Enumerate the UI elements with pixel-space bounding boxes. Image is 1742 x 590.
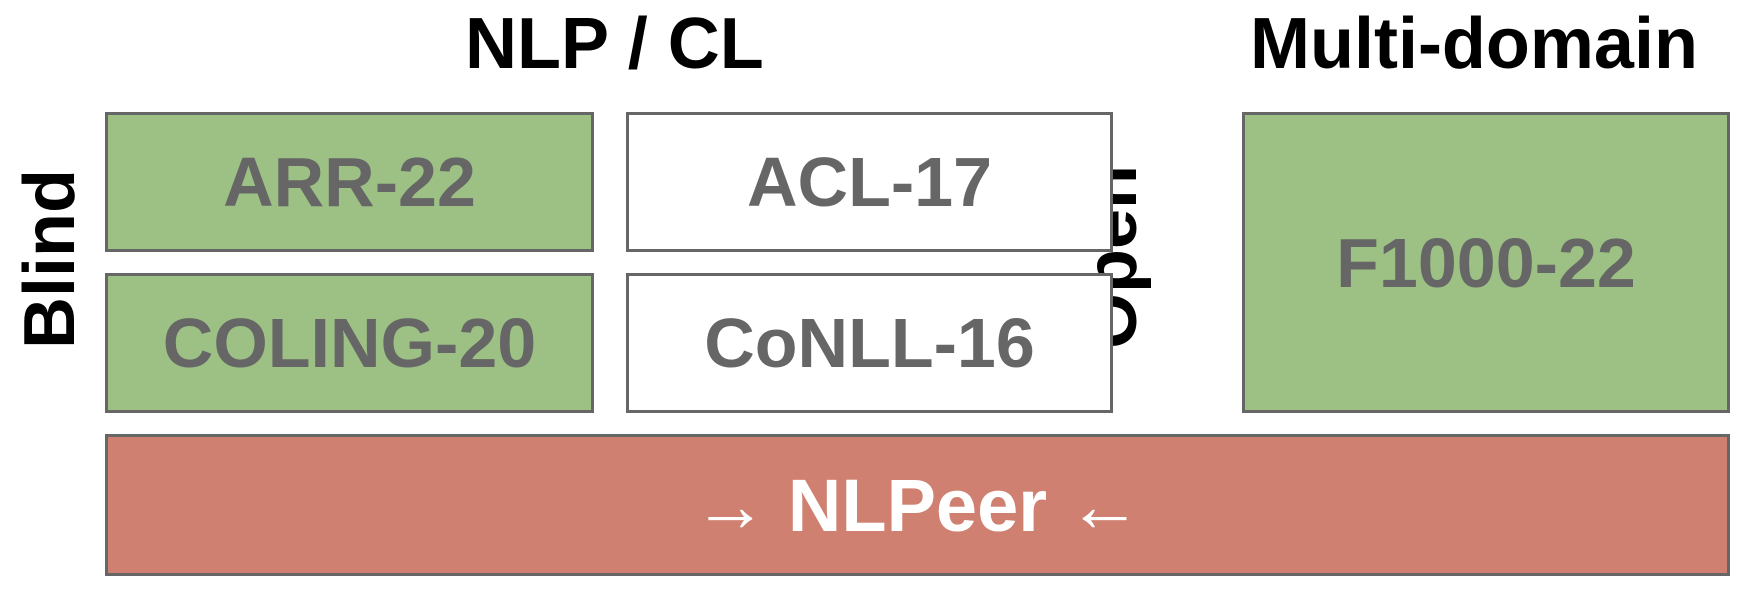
heading-nlp-cl: NLP / CL [465,4,764,84]
box-acl-17: ACL-17 [626,112,1113,252]
nlpeer-banner: → NLPeer ← [105,434,1730,576]
heading-multi-domain: Multi-domain [1250,4,1698,84]
box-conll-16: CoNLL-16 [626,273,1113,413]
box-f1000-22: F1000-22 [1242,112,1730,413]
box-coling-20: COLING-20 [105,273,594,413]
box-arr-22: ARR-22 [105,112,594,252]
side-label-blind: Blind [10,169,90,349]
